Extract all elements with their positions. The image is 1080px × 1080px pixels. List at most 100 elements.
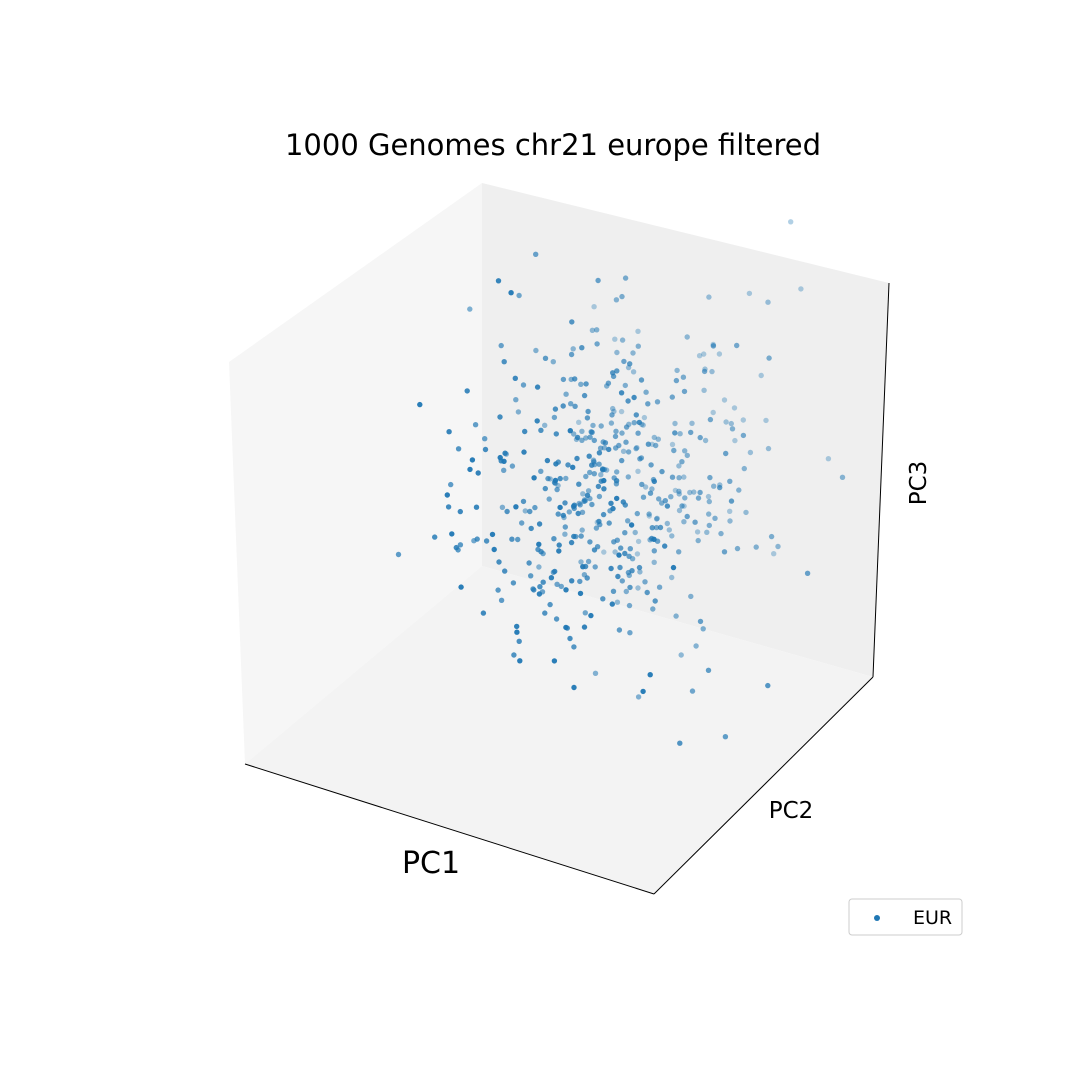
scatter-point-eur: [718, 530, 724, 537]
scatter-point-eur: [569, 578, 575, 584]
scatter-point-eur: [496, 559, 502, 565]
scatter-point-eur: [676, 463, 682, 469]
scatter-point-eur: [653, 442, 659, 449]
scatter-point-eur: [670, 564, 677, 571]
scatter-point-eur: [570, 464, 576, 470]
scatter-point-eur: [617, 564, 623, 571]
scatter-point-eur: [654, 516, 660, 522]
scatter-point-eur: [572, 376, 578, 382]
scatter-point-eur: [625, 398, 631, 404]
scatter-point-eur: [542, 485, 548, 492]
scatter-point-eur: [449, 531, 455, 537]
scatter-point-eur: [594, 327, 600, 333]
scatter-point-eur: [615, 573, 621, 580]
scatter-point-eur: [623, 424, 630, 430]
scatter-point-eur: [510, 580, 517, 586]
scatter-point-eur: [648, 462, 654, 468]
scatter-point-eur: [598, 472, 604, 478]
scatter-point-eur: [612, 336, 618, 342]
scatter-point-eur: [498, 597, 505, 603]
scatter-point-eur: [448, 481, 454, 488]
scatter-point-eur: [694, 529, 701, 535]
scatter-point-eur: [560, 403, 566, 409]
scatter-point-eur: [673, 613, 679, 619]
scatter-point-eur: [596, 461, 602, 467]
scatter-point-eur: [608, 500, 614, 506]
scatter-point-eur: [598, 423, 604, 429]
scatter-point-eur: [634, 510, 640, 517]
scatter-point-eur: [588, 612, 594, 619]
scatter-point-eur: [614, 469, 620, 475]
scatter-point-eur: [576, 481, 582, 487]
scatter-point-eur: [553, 461, 559, 467]
scatter-point-eur: [689, 688, 696, 694]
scatter-point-eur: [710, 341, 716, 348]
scatter-point-eur: [587, 469, 593, 476]
scatter-point-eur: [622, 275, 629, 281]
scatter-point-eur: [571, 684, 577, 691]
floor-pane: [245, 566, 873, 894]
scatter-point-eur: [702, 437, 709, 444]
scatter-point-eur: [483, 538, 490, 544]
scatter-point-eur: [608, 420, 615, 426]
scatter-point-eur: [669, 574, 675, 581]
scatter-point-eur: [656, 496, 662, 502]
scatter-point-eur: [602, 440, 609, 446]
scatter-point-eur: [522, 428, 528, 435]
scatter-point-eur: [502, 568, 508, 574]
scatter-point-eur: [536, 541, 542, 547]
scatter-point-eur: [696, 353, 703, 359]
scatter-point-eur: [491, 546, 497, 553]
scatter-point-eur: [628, 522, 635, 528]
scatter-point-eur: [632, 529, 638, 536]
scatter-point-eur: [527, 508, 533, 515]
scatter-point-eur: [616, 442, 622, 449]
scatter-point-eur: [635, 538, 642, 545]
scatter-point-eur: [622, 530, 628, 536]
scatter-point-eur: [560, 512, 566, 519]
scatter-point-eur: [721, 397, 728, 403]
scatter-point-eur: [771, 551, 777, 557]
pc3-axis-line: [872, 282, 890, 678]
scatter-point-eur: [570, 346, 576, 352]
scatter-point-eur: [666, 527, 672, 533]
scatter-point-eur: [668, 494, 674, 500]
scatter-point-eur: [583, 473, 589, 480]
scatter-point-eur: [596, 518, 602, 525]
scatter-point-eur: [591, 437, 597, 444]
scatter-point-eur: [432, 534, 438, 540]
scatter-point-eur: [681, 474, 687, 480]
scatter-point-eur: [677, 740, 683, 746]
scatter-point-eur: [616, 552, 622, 558]
scatter-point-eur: [627, 584, 633, 591]
scatter-point-eur: [568, 351, 575, 358]
scatter-point-eur: [640, 422, 646, 428]
scatter-point-eur: [587, 539, 593, 545]
scatter-point-eur: [551, 536, 557, 542]
scatter-point-eur: [520, 382, 527, 388]
scatter-point-eur: [600, 596, 606, 602]
scatter-point-eur: [674, 367, 680, 374]
scatter-point-eur: [684, 513, 690, 520]
scatter-point-eur: [651, 478, 657, 485]
scatter-point-eur: [587, 434, 593, 440]
chart-title: 1000 Genomes chr21 europe filtered: [285, 128, 821, 162]
scatter-point-eur: [577, 502, 583, 508]
eur-points-layer: [395, 219, 846, 746]
scatter-point-eur: [513, 397, 519, 403]
scatter-point-eur: [536, 521, 543, 527]
scatter-point-eur: [533, 347, 539, 354]
scatter-point-eur: [517, 658, 523, 664]
scatter-point-eur: [625, 518, 631, 524]
scatter-point-eur: [591, 471, 597, 477]
scatter-point-eur: [775, 543, 781, 550]
scatter-point-eur: [520, 498, 527, 505]
scatter-point-eur: [601, 549, 607, 555]
scatter-point-eur: [710, 409, 716, 416]
scatter-point-eur: [508, 290, 514, 296]
scatter-point-eur: [614, 495, 620, 502]
scatter-point-eur: [606, 446, 612, 453]
scatter-point-eur: [633, 412, 639, 418]
scatter-point-eur: [497, 414, 503, 420]
scatter-point-eur: [499, 504, 506, 510]
